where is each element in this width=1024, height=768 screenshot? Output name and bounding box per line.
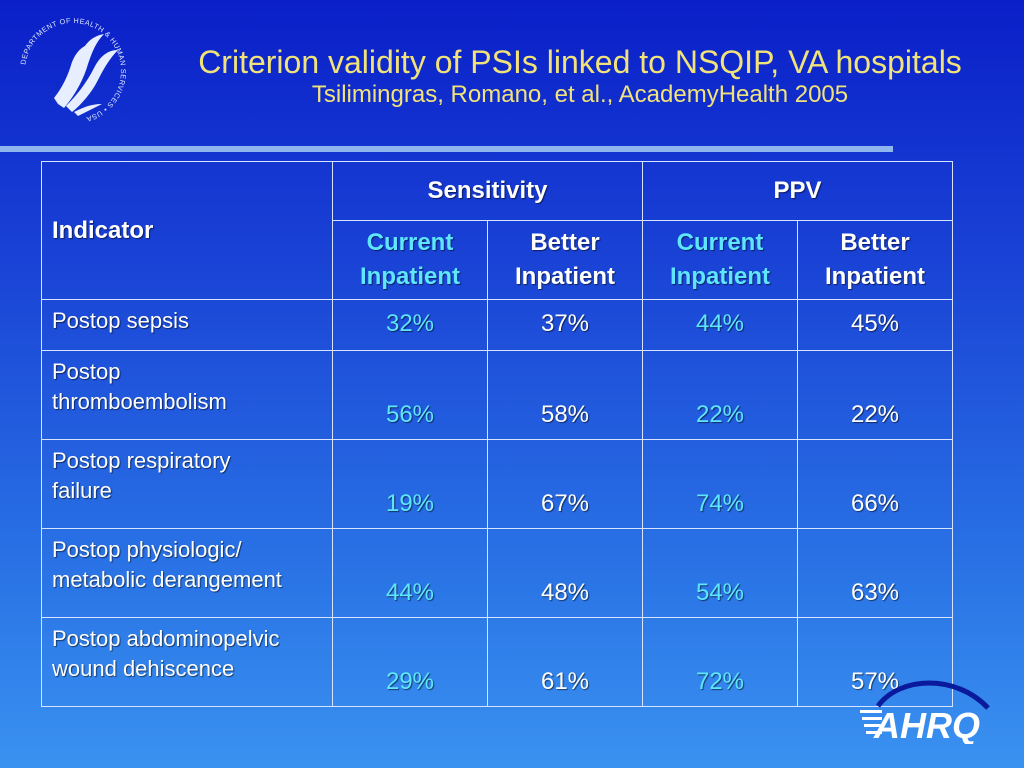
subheader-sensitivity-better: Better Inpatient [487,220,643,300]
ahrq-arc-icon [875,680,990,710]
value-cell: 32% [332,299,488,351]
value-cell: 63% [797,528,953,618]
value-cell: 22% [642,350,798,440]
value-cell: 67% [487,439,643,529]
value-cell: 66% [797,439,953,529]
sensitivity-header: Sensitivity [332,161,643,221]
subheader-sensitivity-current: Current Inpatient [332,220,488,300]
value-cell: 54% [642,528,798,618]
indicator-cell: Postop physiologic/metabolic derangement [41,528,333,618]
title-block: Criterion validity of PSIs linked to NSQ… [150,44,1010,110]
value-cell: 22% [797,350,953,440]
table-row: Postop thromboembolism 56% 58% 22% 22% [41,350,953,440]
value-cell: 56% [332,350,488,440]
value-cell: 72% [642,617,798,707]
table-row: Postop physiologic/metabolic derangement… [41,528,953,618]
table-row: Postop respiratory failure 19% 67% 74% 66… [41,439,953,529]
indicator-cell: Postop respiratory failure [41,439,333,529]
value-cell: 58% [487,350,643,440]
table-row: Postop sepsis 32% 37% 44% 45% [41,299,953,351]
indicator-cell: Postop abdominopelvic wound dehiscence [41,617,333,707]
ppv-header: PPV [642,161,953,221]
table-row: Postop abdominopelvic wound dehiscence 29… [41,617,953,707]
indicator-cell: Postop sepsis [41,299,333,351]
slide-title: Criterion validity of PSIs linked to NSQ… [198,44,962,80]
value-cell: 44% [332,528,488,618]
indicator-header: Indicator [41,161,333,300]
value-cell: 29% [332,617,488,707]
subheader-ppv-better: Better Inpatient [797,220,953,300]
indicator-cell: Postop thromboembolism [41,350,333,440]
value-cell: 57% [797,617,953,707]
ahrq-speed-lines-icon [860,710,882,734]
value-cell: 44% [642,299,798,351]
value-cell: 48% [487,528,643,618]
ahrq-logo-text: AHRQ [873,705,980,744]
hhs-eagle-icon: DEPARTMENT OF HEALTH & HUMAN SERVICES • … [18,16,127,124]
value-cell: 37% [487,299,643,351]
subheader-ppv-current: Current Inpatient [642,220,798,300]
title-divider [0,146,893,152]
value-cell: 74% [642,439,798,529]
value-cell: 19% [332,439,488,529]
value-cell: 45% [797,299,953,351]
ahrq-logo: AHRQ [860,680,990,744]
value-cell: 61% [487,617,643,707]
psi-validity-table: Indicator Sensitivity PPV Current Inpati… [41,161,953,707]
slide-subtitle: Tsilimingras, Romano, et al., AcademyHea… [311,81,849,108]
